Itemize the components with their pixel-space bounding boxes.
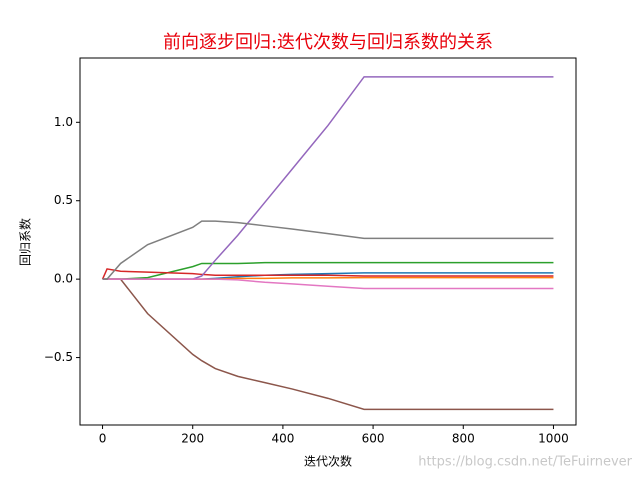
plot-frame bbox=[79, 57, 577, 426]
y-tick-label: 0.5 bbox=[54, 193, 73, 207]
y-tick-label: 1.0 bbox=[54, 115, 73, 129]
x-tick-label: 400 bbox=[271, 432, 294, 446]
x-tick-label: 800 bbox=[452, 432, 475, 446]
chart-title: 前向逐步回归:迭代次数与回归系数的关系 bbox=[163, 32, 493, 53]
x-tick-label: 1000 bbox=[538, 432, 569, 446]
watermark: https://blog.csdn.net/TeFuirnever bbox=[418, 455, 632, 470]
series-line bbox=[102, 76, 554, 280]
x-axis-label: 迭代次数 bbox=[304, 454, 352, 469]
y-tick-label: −0.5 bbox=[44, 350, 73, 364]
y-tick-label: 0.0 bbox=[54, 272, 73, 286]
series-line bbox=[101, 268, 554, 280]
series-line bbox=[102, 220, 554, 280]
series-line bbox=[102, 278, 554, 411]
x-tick-label: 0 bbox=[99, 432, 107, 446]
series-line bbox=[102, 278, 554, 290]
x-tick-label: 200 bbox=[181, 432, 204, 446]
x-tick-label: 600 bbox=[362, 432, 385, 446]
y-axis-label: 回归系数 bbox=[18, 218, 33, 266]
